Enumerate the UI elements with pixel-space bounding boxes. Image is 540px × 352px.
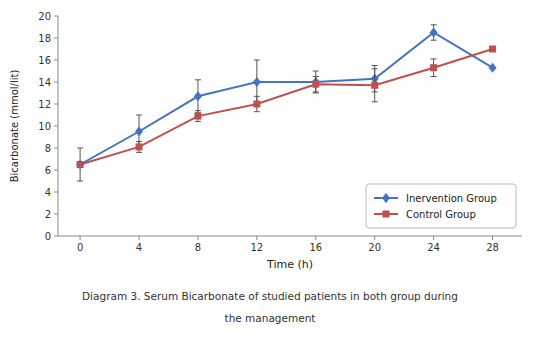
data-point	[430, 28, 438, 38]
x-tick	[80, 236, 81, 240]
plot-area	[76, 25, 496, 181]
error-bar	[313, 71, 319, 93]
x-tick	[492, 236, 493, 240]
y-tick	[54, 192, 58, 193]
x-axis-label: Time (h)	[266, 258, 313, 271]
y-tick-label: 8	[45, 143, 51, 154]
data-point	[136, 143, 143, 150]
legend-marker	[383, 211, 390, 218]
x-axis-line	[58, 236, 522, 237]
x-tick	[315, 236, 316, 240]
y-tick	[54, 60, 58, 61]
x-tick-label: 8	[195, 242, 201, 253]
caption: the management	[225, 312, 316, 324]
y-tick-label: 12	[38, 99, 51, 110]
y-tick-label: 18	[38, 33, 51, 44]
x-tick	[139, 236, 140, 240]
y-tick	[54, 148, 58, 149]
data-point	[253, 101, 260, 108]
error-bar	[372, 69, 378, 102]
y-tick	[54, 214, 58, 215]
x-tick-label: 4	[136, 242, 142, 253]
legend-marker	[382, 193, 390, 203]
data-point	[489, 46, 496, 53]
y-tick-label: 4	[45, 187, 51, 198]
x-tick	[433, 236, 434, 240]
error-bar	[136, 141, 142, 152]
error-bar	[254, 96, 260, 111]
chart: 048121620242802468101214161820Time (h)Bi…	[0, 0, 540, 352]
y-tick	[54, 104, 58, 105]
x-tick-label: 16	[309, 242, 322, 253]
legend-label: Control Group	[406, 209, 476, 220]
y-tick-label: 0	[45, 231, 51, 242]
caption: Diagram 3. Serum Bicarbonate of studied …	[82, 290, 458, 302]
x-tick-label: 0	[77, 242, 83, 253]
x-tick	[256, 236, 257, 240]
error-bar	[431, 59, 437, 77]
y-tick	[54, 16, 58, 17]
data-point	[135, 127, 143, 137]
error-bar	[195, 111, 201, 122]
y-tick	[54, 38, 58, 39]
x-tick	[374, 236, 375, 240]
y-tick	[54, 170, 58, 171]
y-tick-label: 20	[38, 11, 51, 22]
x-tick-label: 28	[486, 242, 499, 253]
y-tick-label: 16	[38, 55, 51, 66]
data-point	[194, 113, 201, 120]
data-point	[253, 77, 261, 87]
error-bar	[77, 148, 83, 181]
series	[77, 46, 496, 169]
series	[76, 25, 496, 181]
error-bar	[431, 25, 437, 40]
series-line	[80, 49, 492, 165]
data-point	[430, 64, 437, 71]
data-point	[77, 161, 84, 168]
error-bar	[195, 80, 201, 113]
y-tick-label: 2	[45, 209, 51, 220]
x-tick-label: 20	[368, 242, 381, 253]
legend-frame	[366, 184, 516, 228]
y-tick-label: 6	[45, 165, 51, 176]
y-axis-label: Bicarbonate (mmol/lit)	[9, 70, 20, 183]
x-tick-label: 12	[250, 242, 263, 253]
y-tick-label: 10	[38, 121, 51, 132]
data-point	[489, 63, 497, 73]
x-tick	[197, 236, 198, 240]
data-point	[312, 81, 319, 88]
x-tick-label: 24	[427, 242, 440, 253]
y-tick-label: 14	[38, 77, 51, 88]
legend-label: Inervention Group	[406, 193, 497, 204]
data-point	[194, 91, 202, 101]
series-line	[80, 33, 492, 165]
legend: Inervention Group Control Group	[366, 184, 516, 228]
y-tick	[54, 236, 58, 237]
data-point	[371, 82, 378, 89]
y-tick	[54, 82, 58, 83]
data-point	[76, 160, 84, 170]
y-tick	[54, 126, 58, 127]
error-bar	[313, 77, 319, 92]
